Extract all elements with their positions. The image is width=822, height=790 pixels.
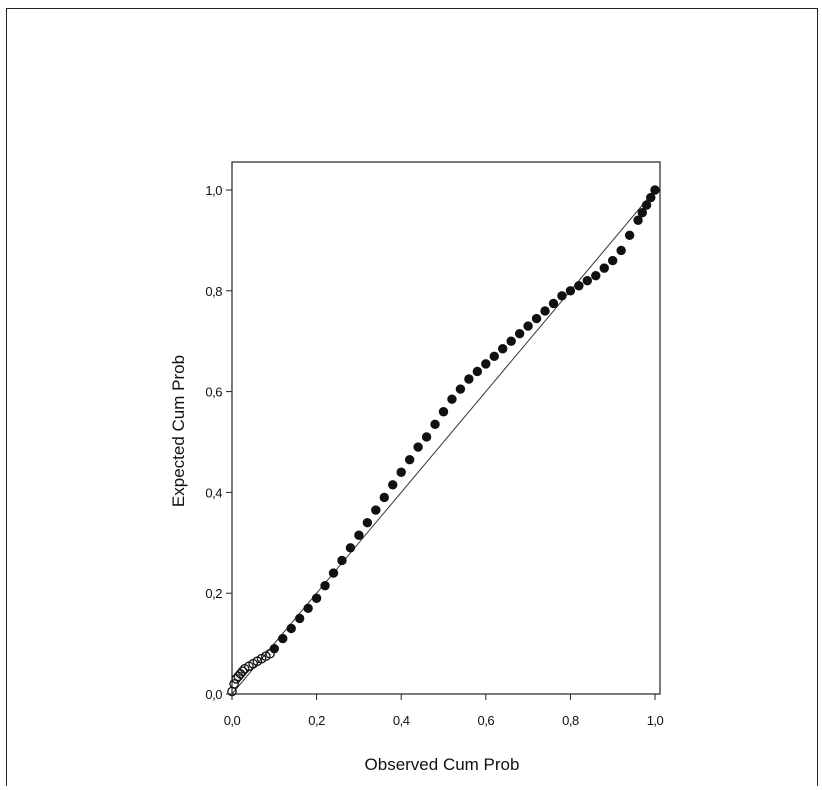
data-point	[396, 467, 406, 477]
data-point	[320, 580, 330, 591]
data-point	[237, 666, 248, 677]
x-tick-label: 0,2	[308, 713, 325, 728]
data-point	[421, 432, 432, 442]
data-point	[531, 313, 542, 324]
data-point	[616, 245, 626, 256]
data-point	[514, 328, 525, 339]
data-point	[303, 603, 313, 614]
data-point	[633, 215, 643, 225]
data-point	[565, 286, 576, 296]
data-point	[337, 555, 347, 566]
x-tick-label: 0,6	[478, 713, 495, 728]
data-point	[455, 384, 466, 394]
data-point	[548, 298, 559, 309]
data-point	[641, 200, 652, 210]
data-point	[278, 633, 288, 644]
data-point	[388, 480, 398, 490]
data-point	[540, 306, 550, 316]
data-point	[447, 394, 457, 404]
data-point	[286, 623, 296, 634]
data-point	[523, 321, 533, 331]
x-tick-label: 0,4	[393, 713, 410, 728]
data-point	[413, 442, 423, 452]
x-tick-label: 0,8	[562, 713, 579, 728]
data-point	[345, 543, 356, 553]
data-point	[624, 230, 635, 241]
x-axis-title: Observed Cum Prob	[365, 755, 520, 774]
data-point	[229, 679, 239, 689]
data-point	[430, 419, 440, 430]
data-point	[650, 185, 660, 195]
x-tick-label: 1,0	[647, 713, 664, 728]
data-point	[489, 351, 499, 362]
data-point	[506, 336, 516, 346]
figure-frame	[6, 8, 818, 786]
reference-line	[231, 189, 656, 695]
data-point	[438, 407, 449, 417]
data-point	[464, 374, 474, 384]
data-point	[311, 593, 322, 603]
data-point	[599, 263, 609, 273]
data-point	[472, 366, 483, 377]
y-tick-label: 0,0	[205, 687, 222, 702]
data-point	[557, 291, 567, 301]
data-point	[498, 344, 508, 354]
data-point	[354, 530, 364, 540]
data-point	[371, 505, 381, 515]
data-point	[362, 517, 373, 528]
data-point	[269, 643, 279, 654]
data-point	[294, 613, 305, 624]
data-point	[481, 359, 491, 369]
y-tick-label: 0,8	[205, 284, 222, 299]
plot-area	[231, 161, 661, 695]
y-tick-label: 0,4	[205, 485, 222, 500]
data-point	[379, 492, 389, 503]
data-point	[608, 255, 618, 266]
y-axis-title: Expected Cum Prob	[169, 355, 188, 507]
y-tick-label: 0,2	[205, 586, 222, 601]
data-point	[574, 281, 584, 291]
data-point	[328, 568, 339, 578]
data-point	[591, 270, 601, 281]
x-tick-label: 0,0	[224, 713, 241, 728]
data-point	[646, 192, 656, 203]
y-tick-label: 0,6	[205, 385, 222, 400]
data-point	[582, 276, 593, 286]
data-point	[404, 454, 415, 465]
data-point	[637, 207, 648, 218]
y-tick-label: 1,0	[205, 183, 222, 198]
